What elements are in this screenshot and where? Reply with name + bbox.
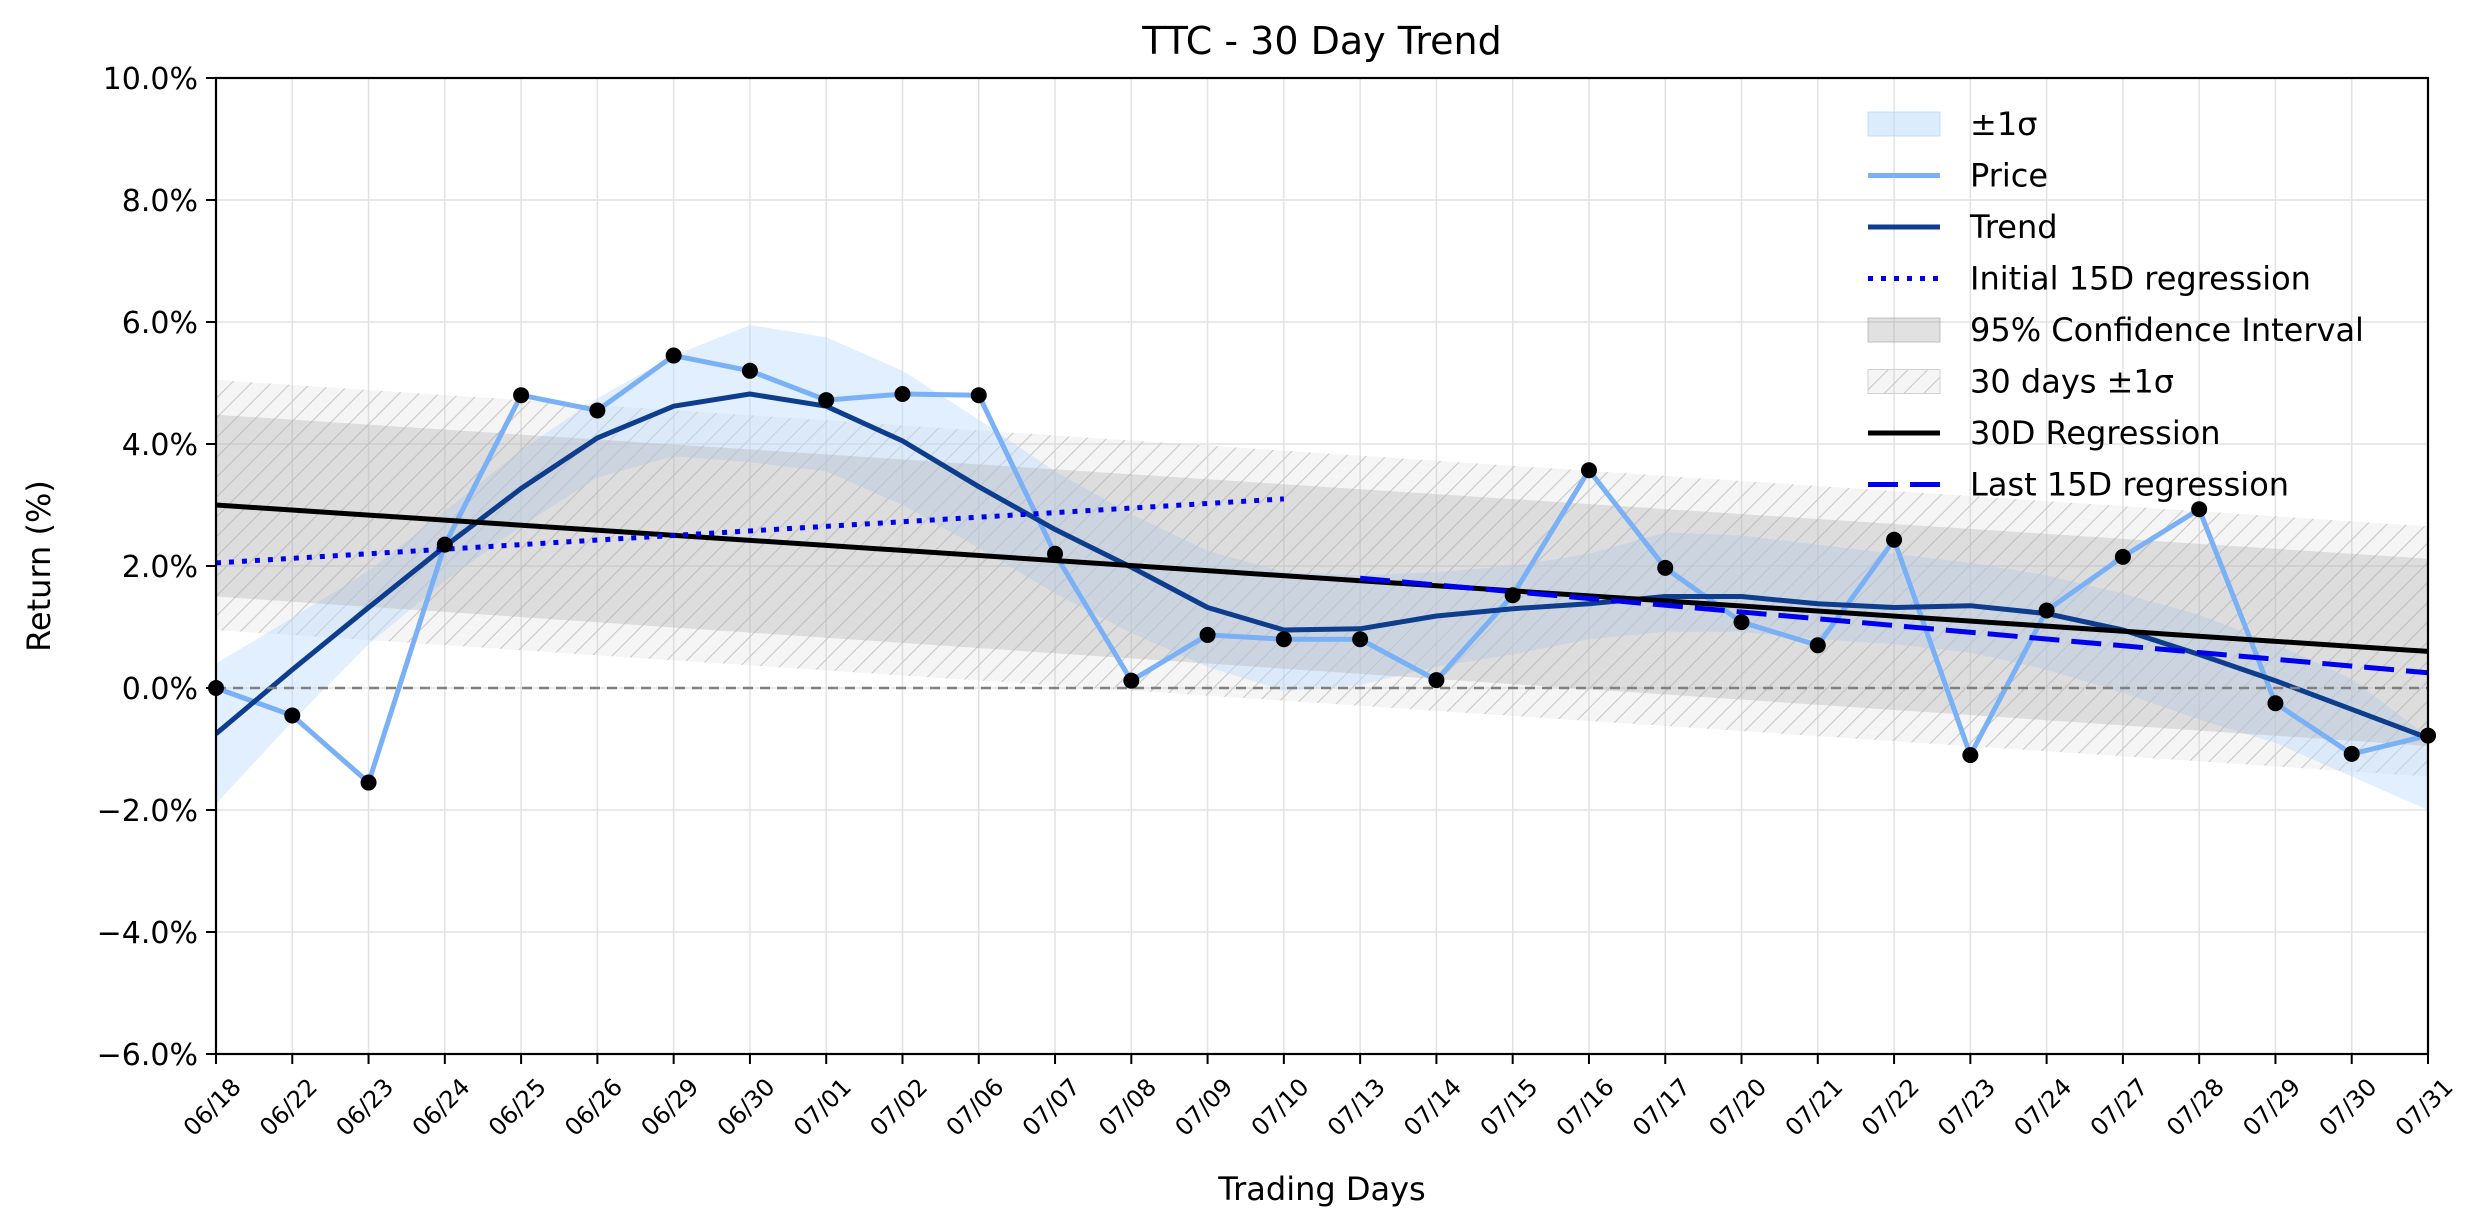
legend-label: 30 days ±1σ xyxy=(1970,363,2174,401)
legend: ±1σ Price Trend Initial 15D regression 95% C… xyxy=(1867,105,2364,504)
x-tick-label: 07/20 xyxy=(1703,1073,1772,1142)
x-tick-label: 07/02 xyxy=(864,1073,933,1142)
price-point xyxy=(970,387,987,404)
y-tick-label: 10.0% xyxy=(103,62,198,97)
regression-30d-line xyxy=(216,502,2428,654)
y-tick-label: −4.0% xyxy=(97,916,198,951)
x-tick-label: 06/26 xyxy=(559,1073,628,1142)
legend-swatch-confidence xyxy=(1867,317,1941,343)
y-tick-label: 2.0% xyxy=(122,550,198,585)
x-tick-label: 07/23 xyxy=(1932,1073,2001,1142)
band-sigma xyxy=(216,325,2428,810)
x-tick-label: 07/22 xyxy=(1856,1073,1925,1142)
price-line xyxy=(216,353,2428,785)
last-15d-regression-line xyxy=(1359,575,2428,676)
x-tick-label: 06/18 xyxy=(178,1073,247,1142)
x-tick-label: 07/14 xyxy=(1398,1073,1467,1142)
y-axis: −6.0% −4.0% −2.0% 0.0% 2.0% 4.0% 6.0% 8.0% 10.0% xyxy=(97,62,216,1073)
price-point xyxy=(665,347,682,364)
chart-title: TTC - 30 Day Trend xyxy=(1141,19,1501,63)
price-point xyxy=(2038,602,2055,619)
price-point xyxy=(1580,462,1597,479)
trend-line xyxy=(216,391,2428,741)
price-point xyxy=(1428,672,1445,689)
x-tick-label: 06/22 xyxy=(254,1073,323,1142)
x-tick-label: 06/23 xyxy=(331,1073,400,1142)
price-point xyxy=(1275,631,1292,648)
price-point xyxy=(284,707,301,724)
legend-label: Last 15D regression xyxy=(1970,466,2289,504)
x-tick-label: 07/29 xyxy=(2237,1073,2306,1142)
x-axis-title: Trading Days xyxy=(1217,1170,1425,1208)
price-point xyxy=(894,385,911,402)
legend-label: 30D Regression xyxy=(1970,414,2221,452)
x-tick-label: 06/29 xyxy=(636,1073,705,1142)
initial-15d-regression-line xyxy=(216,496,1285,566)
price-point xyxy=(360,774,377,791)
x-tick-label: 07/15 xyxy=(1475,1073,1544,1142)
y-tick-label: 8.0% xyxy=(122,184,198,219)
x-tick-label: 07/21 xyxy=(1780,1073,1849,1142)
legend-label: Initial 15D regression xyxy=(1970,260,2311,298)
price-point xyxy=(1199,626,1216,643)
price-point xyxy=(1123,672,1140,689)
x-tick-label: 07/07 xyxy=(1017,1073,1086,1142)
legend-label: Trend xyxy=(1969,208,2058,246)
price-markers xyxy=(208,347,2436,791)
x-tick-label: 07/01 xyxy=(788,1073,857,1142)
x-tick-label: 07/09 xyxy=(1170,1073,1239,1142)
x-tick-label: 07/27 xyxy=(2085,1073,2154,1142)
legend-label: Price xyxy=(1970,157,2048,195)
x-tick-label: 07/24 xyxy=(2009,1073,2078,1142)
price-point xyxy=(1657,559,1674,576)
x-tick-label: 07/10 xyxy=(1246,1073,1315,1142)
y-tick-label: −6.0% xyxy=(97,1038,198,1073)
x-tick-label: 07/08 xyxy=(1093,1073,1162,1142)
price-point xyxy=(1504,587,1521,604)
price-point xyxy=(436,536,453,553)
x-tick-label: 06/24 xyxy=(407,1073,476,1142)
x-tick-label: 07/17 xyxy=(1627,1073,1696,1142)
price-point xyxy=(818,392,835,409)
price-point xyxy=(1047,545,1064,562)
price-point xyxy=(2114,548,2131,565)
y-axis-title: Return (%) xyxy=(20,480,58,652)
legend-label: ±1σ xyxy=(1970,105,2037,143)
x-tick-label: 07/06 xyxy=(941,1073,1010,1142)
y-tick-label: 4.0% xyxy=(122,428,198,463)
x-tick-label: 07/13 xyxy=(1322,1073,1391,1142)
legend-label: 95% Confidence Interval xyxy=(1970,311,2364,349)
price-point xyxy=(2191,501,2208,518)
y-tick-label: −2.0% xyxy=(97,794,198,829)
legend-swatch-30day-sigma xyxy=(1867,369,1941,394)
x-tick-label: 07/16 xyxy=(1551,1073,1620,1142)
y-tick-label: 0.0% xyxy=(122,672,198,707)
price-point xyxy=(2343,745,2360,762)
price-point xyxy=(589,402,606,419)
price-point xyxy=(513,387,530,404)
price-point xyxy=(1886,531,1903,548)
price-point xyxy=(1962,747,1979,764)
price-point xyxy=(1733,614,1750,631)
y-tick-label: 6.0% xyxy=(122,306,198,341)
price-point xyxy=(1352,631,1369,648)
x-tick-label: 06/25 xyxy=(483,1073,552,1142)
series-lines xyxy=(216,353,2428,785)
x-tick-label: 07/30 xyxy=(2314,1073,2383,1142)
x-tick-label: 07/28 xyxy=(2161,1073,2230,1142)
price-point xyxy=(1809,637,1826,654)
price-point xyxy=(2267,695,2284,712)
price-point xyxy=(741,362,758,379)
x-tick-label: 06/30 xyxy=(712,1073,781,1142)
x-axis: 06/18 06/22 06/23 06/24 06/25 06/26 06/29 06/30… xyxy=(178,1054,2459,1142)
legend-swatch-sigma xyxy=(1867,111,1941,137)
x-tick-label: 07/31 xyxy=(2390,1073,2459,1142)
